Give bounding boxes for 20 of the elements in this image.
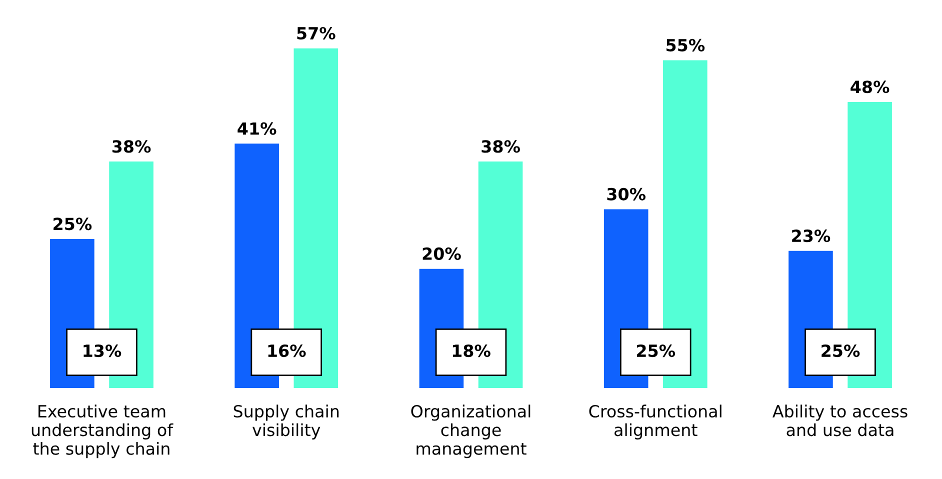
data-label: 30% bbox=[607, 188, 646, 200]
data-label: 23% bbox=[792, 230, 830, 242]
data-label: 55% bbox=[666, 38, 705, 52]
x-tick-label: Executive team understanding of the supply chain bbox=[32, 404, 174, 458]
data-label: 38% bbox=[112, 140, 151, 153]
x-tick-label: Ability to access and use data bbox=[772, 404, 908, 436]
annotation: 18% bbox=[452, 344, 490, 358]
data-label: 48% bbox=[850, 80, 890, 94]
x-tick-label: Organizational change management bbox=[411, 404, 530, 458]
data-label: 25% bbox=[54, 218, 92, 230]
data-label: 41% bbox=[238, 122, 276, 135]
data-label: 57% bbox=[297, 26, 336, 40]
data-label: 20% bbox=[422, 247, 461, 260]
annotation: 16% bbox=[268, 344, 306, 358]
annotation: 25% bbox=[822, 344, 860, 358]
data-label: 38% bbox=[482, 140, 520, 153]
x-tick-label: Cross-functional alignment bbox=[589, 404, 722, 440]
annotation: 25% bbox=[637, 344, 676, 358]
annotation: 13% bbox=[84, 344, 122, 358]
x-tick-label: Supply chain visibility bbox=[234, 404, 339, 440]
